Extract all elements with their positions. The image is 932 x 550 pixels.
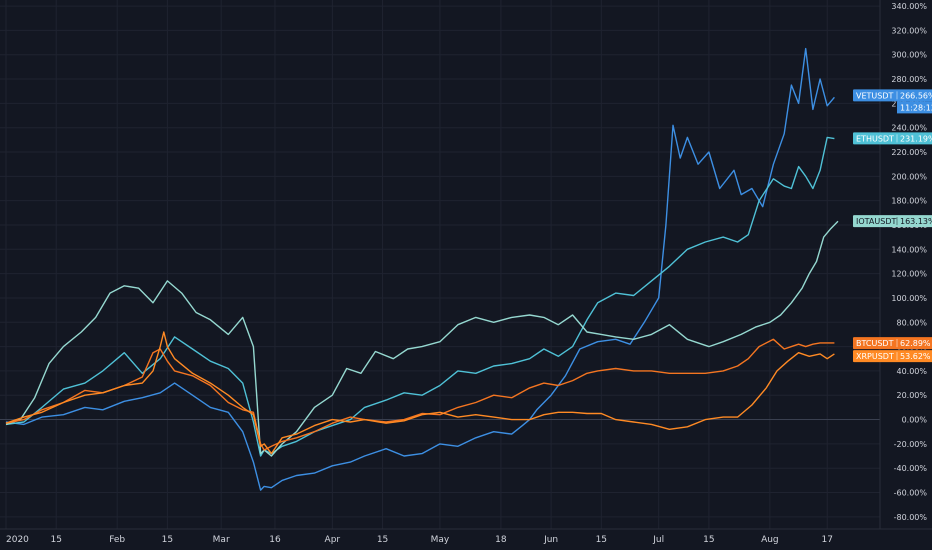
y-tick-label: 320.00% [891, 26, 927, 35]
series-tag-vetusdt: VETUSDT 266.56% 11:28:12 [853, 89, 932, 114]
x-tick-label: Jul [652, 535, 664, 545]
x-tick-label: 15 [162, 535, 173, 545]
y-tick-label: -60.00% [894, 489, 928, 498]
tag-name: VETUSDT [856, 91, 894, 100]
countdown-box [897, 101, 932, 114]
series-tag-ethusdt: ETHUSDT 231.19% [853, 132, 932, 145]
tag-name: IOTAUSDT [856, 217, 896, 226]
y-tick-label: 180.00% [891, 197, 927, 206]
y-tick-label: 240.00% [891, 124, 927, 133]
x-tick-label: Apr [325, 535, 341, 545]
y-tick-label: 140.00% [891, 245, 927, 254]
x-tick-label: 17 [822, 535, 833, 545]
series-line-vetusdt [5, 47, 835, 491]
y-tick-label: 300.00% [891, 51, 927, 60]
series-tags: VETUSDT 266.56% 11:28:12 ETHUSDT 231.19% IOTA… [853, 89, 932, 363]
tag-name: BTCUSDT [856, 339, 894, 348]
y-tick-label: -20.00% [894, 440, 928, 449]
y-tick-label: -80.00% [894, 513, 928, 522]
y-tick-label: 80.00% [896, 318, 927, 327]
tag-box [853, 337, 932, 350]
x-tick-label: May [431, 535, 450, 545]
time-axis[interactable]: 2020 15 Feb 15 Mar 16 Apr 15 May 18 Jun 15 Jul 15 Aug 1… [6, 535, 833, 545]
y-tick-label: 100.00% [891, 294, 927, 303]
tag-value: 62.89% [900, 339, 931, 348]
x-tick-label: 18 [495, 535, 507, 545]
y-tick-label: 200.00% [891, 172, 927, 181]
x-tick-label: Feb [109, 535, 125, 545]
tag-value: 53.62% [900, 352, 931, 361]
x-tick-label: 16 [269, 535, 281, 545]
tag-value: 266.56% [900, 91, 932, 100]
tag-box [853, 350, 932, 363]
tag-name: XRPUSDT [856, 352, 894, 361]
x-tick-label: 15 [377, 535, 388, 545]
x-tick-label: Aug [761, 535, 779, 545]
tag-value: 163.13% [900, 217, 932, 226]
y-tick-label: 120.00% [891, 270, 927, 279]
y-tick-label: 220.00% [891, 148, 927, 157]
x-tick-label: 15 [596, 535, 607, 545]
x-tick-label: Jun [543, 535, 558, 545]
y-tick-label: 340.00% [891, 2, 927, 11]
series-line-iotausdt [5, 220, 839, 457]
tag-box [853, 215, 932, 228]
x-tick-label: 2020 [6, 535, 29, 545]
tag-box [853, 89, 932, 102]
tag-box [853, 132, 932, 145]
tag-value: 231.19% [900, 134, 932, 143]
x-tick-label: 15 [50, 535, 61, 545]
series-line-ethusdt [5, 136, 835, 457]
series-lines [5, 47, 839, 491]
x-tick-label: 15 [703, 535, 714, 545]
countdown-text: 11:28:12 [900, 103, 932, 112]
series-tag-xrpusdt: XRPUSDT 53.62% [853, 350, 932, 363]
y-tick-label: 0.00% [902, 416, 928, 425]
y-tick-label: 20.00% [896, 391, 927, 400]
tag-name: ETHUSDT [856, 134, 894, 143]
series-tag-iotausdt: IOTAUSDT 163.13% [853, 215, 932, 228]
series-line-xrpusdt [5, 331, 835, 455]
series-line-btcusdt [5, 338, 835, 451]
series-tag-btcusdt: BTCUSDT 62.89% [853, 337, 932, 350]
y-tick-label: 40.00% [896, 367, 927, 376]
y-tick-label: 280.00% [891, 75, 927, 84]
x-tick-label: Mar [213, 535, 230, 545]
y-tick-label: -40.00% [894, 464, 928, 473]
